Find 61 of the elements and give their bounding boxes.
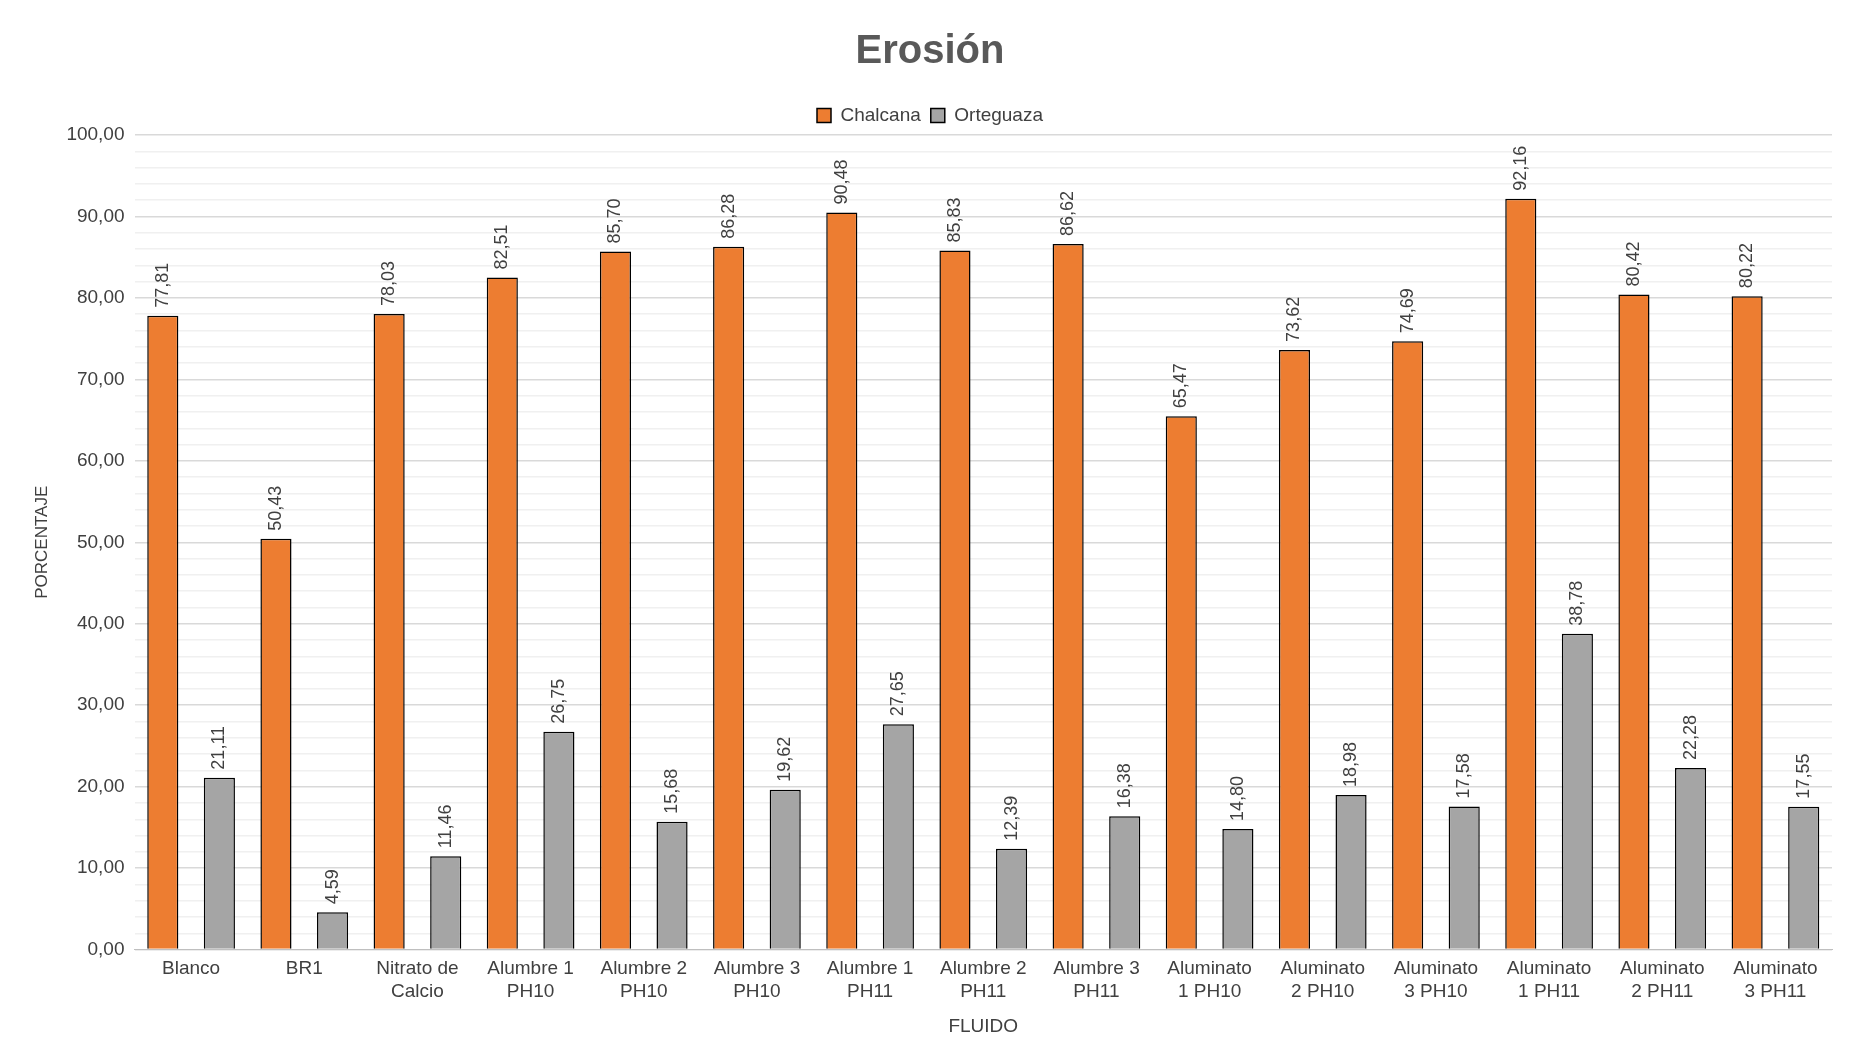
x-tick-label: Aluminato 3 PH10 <box>1393 957 1479 1002</box>
data-label: 11,46 <box>434 804 455 849</box>
x-tick-label: Nitrato de Calcio <box>376 957 459 1002</box>
data-label: 74,69 <box>1396 288 1417 334</box>
data-label: 77,81 <box>151 262 172 308</box>
x-tick-label: BR1 <box>285 957 323 979</box>
data-label: 19,62 <box>774 736 795 782</box>
x-tick-label: Aluminato 1 PH10 <box>1167 957 1252 1002</box>
y-tick-label: 20,00 <box>76 774 125 796</box>
y-tick-label: 50,00 <box>76 530 125 552</box>
y-tick-label: 60,00 <box>76 449 125 471</box>
data-label: 17,55 <box>1792 753 1813 799</box>
data-label: 17,58 <box>1453 753 1474 799</box>
x-tick-label: Blanco <box>162 957 221 979</box>
data-label: 18,98 <box>1340 741 1361 787</box>
data-label: 80,22 <box>1736 243 1757 289</box>
data-label: 86,28 <box>717 193 738 239</box>
legend-label: Chalcana <box>840 103 922 125</box>
data-label: 50,43 <box>264 485 285 531</box>
x-tick-label: Aluminato 2 PH11 <box>1620 957 1705 1002</box>
data-label: 27,65 <box>887 671 908 717</box>
data-label: 16,38 <box>1113 763 1134 809</box>
data-label: 85,70 <box>604 198 625 244</box>
chart-title: Erosión <box>855 27 1005 72</box>
data-label: 22,28 <box>1679 715 1700 761</box>
legend-label: Orteguaza <box>954 103 1044 125</box>
data-label: 78,03 <box>378 260 399 306</box>
data-label: 14,80 <box>1226 775 1247 822</box>
data-label: 15,68 <box>661 768 682 814</box>
x-tick-label: Alumbre 1 PH10 <box>487 957 574 1002</box>
y-tick-label: 70,00 <box>76 367 125 389</box>
data-label: 38,78 <box>1566 580 1587 626</box>
y-tick-label: 10,00 <box>76 856 125 878</box>
data-label: 92,16 <box>1509 145 1530 191</box>
data-label: 85,83 <box>943 197 964 243</box>
data-label: 80,42 <box>1622 241 1643 287</box>
data-label: 21,11 <box>208 725 229 770</box>
x-tick-label: Alumbre 2 PH10 <box>600 957 688 1002</box>
y-tick-label: 100,00 <box>66 123 125 145</box>
y-tick-label: 0,00 <box>87 937 125 959</box>
x-tick-label: Alumbre 1 PH11 <box>826 957 914 1002</box>
y-tick-label: 30,00 <box>76 693 125 715</box>
x-tick-label: Aluminato 3 PH11 <box>1733 957 1818 1002</box>
x-axis-title: FLUIDO <box>948 1014 1019 1036</box>
data-label: 82,51 <box>491 224 512 270</box>
y-tick-label: 80,00 <box>76 286 125 308</box>
data-label: 65,47 <box>1170 363 1191 409</box>
data-label: 4,59 <box>321 869 342 905</box>
x-tick-label: Alumbre 3 PH11 <box>1053 957 1140 1002</box>
x-tick-label: Aluminato 2 PH10 <box>1280 957 1365 1002</box>
y-tick-label: 40,00 <box>76 611 125 633</box>
x-tick-label: Alumbre 3 PH10 <box>713 957 801 1002</box>
data-label: 90,48 <box>830 159 851 205</box>
x-tick-label: Alumbre 2 PH11 <box>939 957 1027 1002</box>
y-axis-title: PORCENTAJE <box>31 485 51 599</box>
data-label: 12,39 <box>1000 795 1021 841</box>
x-tick-label: Aluminato 1 PH11 <box>1506 957 1592 1002</box>
data-label: 86,62 <box>1057 190 1078 236</box>
y-tick-label: 90,00 <box>76 204 125 226</box>
data-label: 26,75 <box>547 678 568 724</box>
data-label: 73,62 <box>1283 296 1304 342</box>
